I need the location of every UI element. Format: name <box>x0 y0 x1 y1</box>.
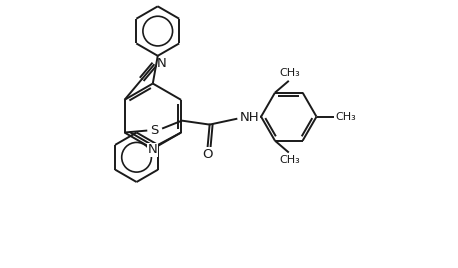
Text: N: N <box>148 143 158 156</box>
Text: S: S <box>150 124 158 137</box>
Text: N: N <box>157 58 167 70</box>
Text: CH₃: CH₃ <box>279 68 300 78</box>
Text: NH: NH <box>240 111 259 124</box>
Text: O: O <box>202 148 213 161</box>
Text: CH₃: CH₃ <box>336 112 357 122</box>
Text: CH₃: CH₃ <box>279 155 300 165</box>
